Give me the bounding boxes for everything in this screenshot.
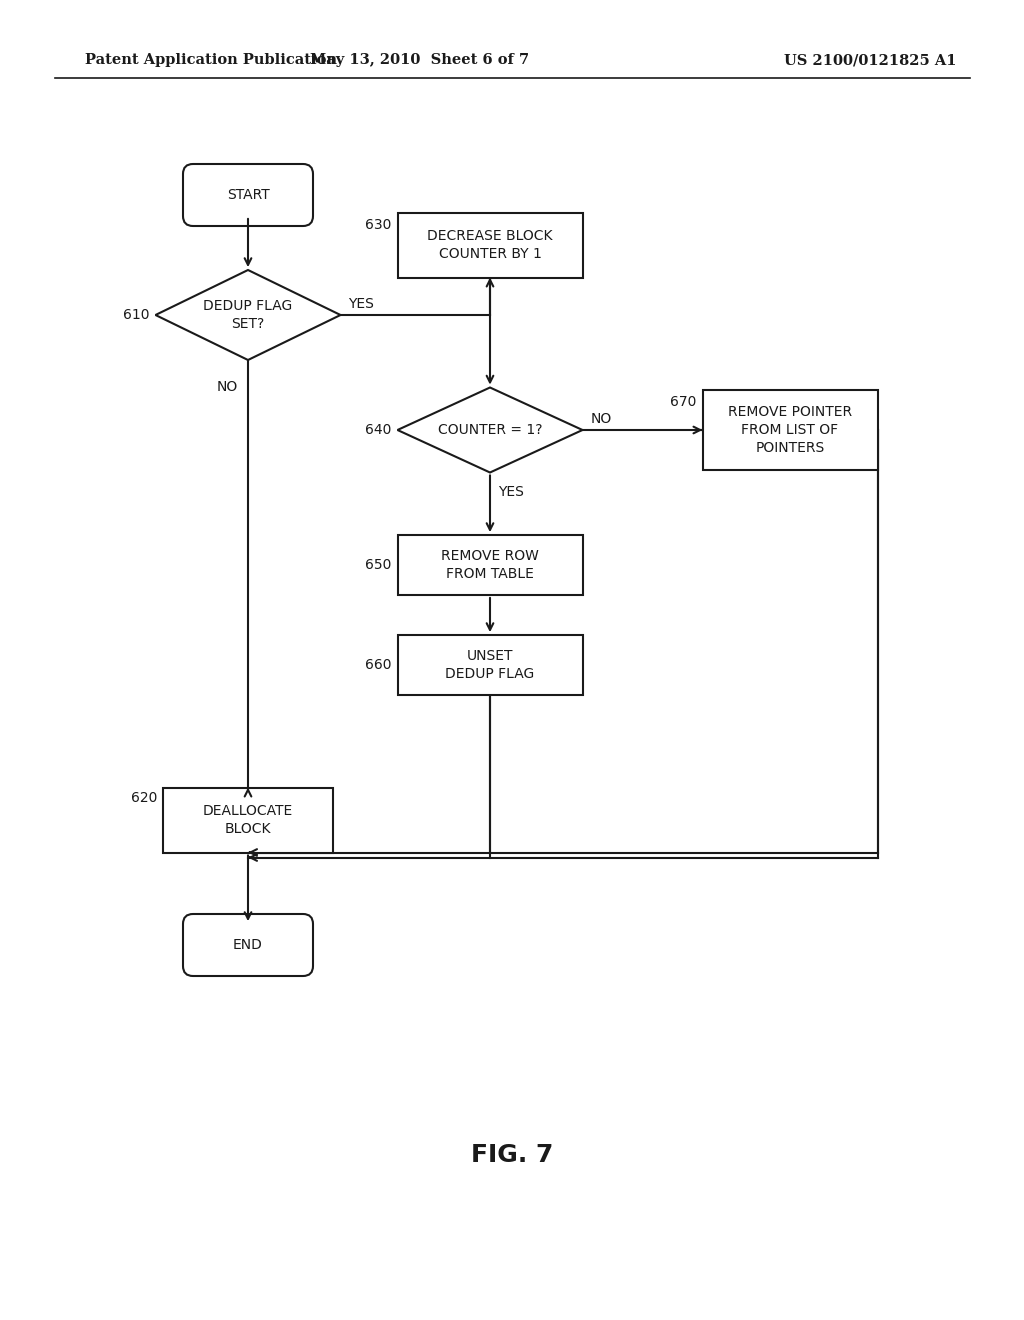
Text: REMOVE ROW
FROM TABLE: REMOVE ROW FROM TABLE: [441, 549, 539, 581]
Text: 630: 630: [366, 218, 391, 232]
Text: UNSET
DEDUP FLAG: UNSET DEDUP FLAG: [445, 649, 535, 681]
Text: DEALLOCATE
BLOCK: DEALLOCATE BLOCK: [203, 804, 293, 836]
Text: DEDUP FLAG
SET?: DEDUP FLAG SET?: [204, 298, 293, 331]
Text: 650: 650: [366, 558, 391, 572]
FancyBboxPatch shape: [183, 913, 313, 975]
Polygon shape: [156, 271, 341, 360]
Text: DECREASE BLOCK
COUNTER BY 1: DECREASE BLOCK COUNTER BY 1: [427, 228, 553, 261]
Bar: [397, 535, 583, 595]
Text: START: START: [226, 187, 269, 202]
Bar: [702, 389, 878, 470]
Text: NO: NO: [591, 412, 611, 426]
Text: YES: YES: [498, 484, 524, 499]
Text: 620: 620: [131, 791, 157, 805]
Text: COUNTER = 1?: COUNTER = 1?: [437, 422, 543, 437]
Text: US 2100/0121825 A1: US 2100/0121825 A1: [783, 53, 956, 67]
Text: END: END: [233, 939, 263, 952]
Text: YES: YES: [348, 297, 375, 312]
Text: Patent Application Publication: Patent Application Publication: [85, 53, 337, 67]
Text: FIG. 7: FIG. 7: [471, 1143, 553, 1167]
Text: 670: 670: [670, 395, 696, 409]
Text: REMOVE POINTER
FROM LIST OF
POINTERS: REMOVE POINTER FROM LIST OF POINTERS: [728, 405, 852, 455]
Text: May 13, 2010  Sheet 6 of 7: May 13, 2010 Sheet 6 of 7: [310, 53, 529, 67]
Bar: [397, 213, 583, 277]
Text: 640: 640: [366, 422, 391, 437]
Text: NO: NO: [217, 380, 238, 393]
Polygon shape: [397, 388, 583, 473]
Bar: [397, 635, 583, 696]
Text: 610: 610: [123, 308, 150, 322]
Bar: [163, 788, 333, 853]
FancyBboxPatch shape: [183, 164, 313, 226]
Text: 660: 660: [365, 657, 391, 672]
